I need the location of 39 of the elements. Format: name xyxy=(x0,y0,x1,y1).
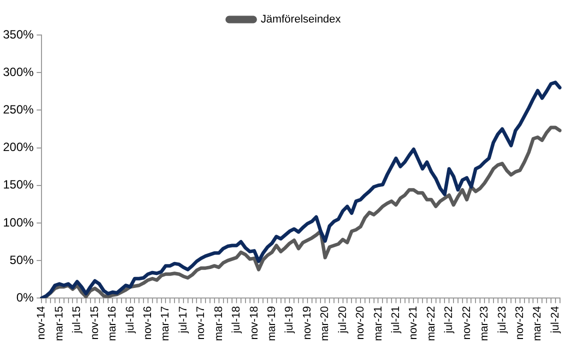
x-tick-label: nov-18 xyxy=(248,306,260,340)
x-tick-label: mar-18 xyxy=(212,306,225,341)
y-tick-label: 250% xyxy=(2,102,34,116)
y-tick-label: 300% xyxy=(2,64,34,79)
x-tick-label: nov-16 xyxy=(142,306,154,340)
x-tick-label: nov-21 xyxy=(408,306,420,340)
x-tick-label: jul-24 xyxy=(549,306,562,334)
x-tick-label: jul-21 xyxy=(390,306,402,334)
y-tick-label: 100% xyxy=(2,215,34,230)
x-tick-label: jul-16 xyxy=(124,306,136,334)
x-tick-label: nov-20 xyxy=(354,306,367,340)
x-tick-label: jul-20 xyxy=(336,306,349,334)
x-tick-label: jul-23 xyxy=(496,306,508,334)
x-tick-label: mar-20 xyxy=(319,306,332,341)
x-tick-label: nov-23 xyxy=(514,306,526,340)
x-tick-label: mar-15 xyxy=(53,306,66,341)
x-tick-label: nov-19 xyxy=(301,306,314,340)
x-tick-label: mar-21 xyxy=(372,306,384,341)
y-tick-label: 50% xyxy=(10,252,34,267)
x-tick-label: nov-22 xyxy=(460,306,473,340)
x-tick-label: mar-16 xyxy=(106,306,119,341)
x-tick-label: jul-17 xyxy=(177,306,190,334)
x-tick-label: jul-22 xyxy=(443,306,456,334)
y-tick-label: 0% xyxy=(16,290,34,304)
x-tick-label: nov-14 xyxy=(36,306,48,340)
y-tick-label: 200% xyxy=(2,140,34,154)
x-tick-label: nov-15 xyxy=(88,306,101,340)
y-tick-label: 150% xyxy=(2,178,34,192)
x-tick-label: mar-17 xyxy=(160,306,172,341)
y-tick-label: 350% xyxy=(2,27,34,42)
x-tick-label: mar-24 xyxy=(532,306,544,341)
x-tick-label: mar-22 xyxy=(425,306,438,341)
x-tick-label: mar-19 xyxy=(266,306,278,341)
x-tick-label: jul-19 xyxy=(284,306,296,334)
x-tick-label: mar-23 xyxy=(478,306,491,341)
x-tick-label: jul-18 xyxy=(230,306,243,334)
x-tick-label: jul-15 xyxy=(71,306,84,334)
legend-label: Jämförelseindex xyxy=(260,14,342,26)
x-tick-label: nov-17 xyxy=(195,306,208,340)
